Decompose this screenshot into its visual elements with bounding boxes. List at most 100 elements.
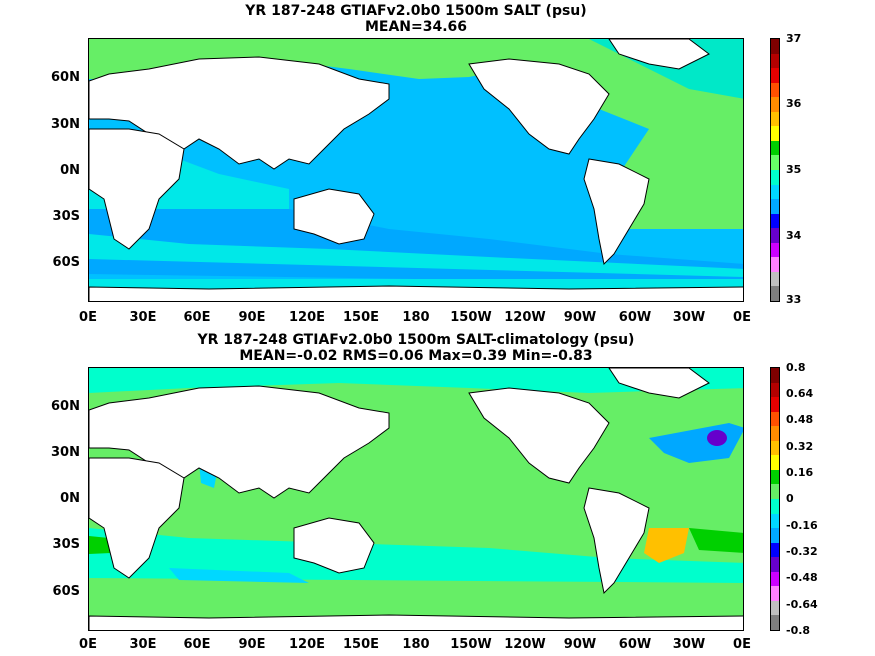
panel2-colorbar-label: 0.48 (786, 413, 814, 426)
panel2-colorbar-label: 0.16 (786, 466, 814, 479)
panel2-xtick: 0E (733, 637, 751, 652)
panel1-xtick: 30E (129, 310, 157, 325)
panel1-colorbar-label: 33 (786, 293, 802, 306)
panel2-xtick: 90W (563, 637, 597, 652)
panel2-africa-pos (89, 536, 111, 554)
panel1-map (88, 38, 744, 302)
panel1-xtick: 150W (450, 310, 492, 325)
colorbar-swatch (771, 155, 779, 170)
panel2-arctic-band (89, 368, 743, 393)
panel1-xtick: 30W (672, 310, 706, 325)
panel2-colorbar-label: 0.8 (786, 361, 806, 374)
panel1-colorbar-label: 36 (786, 97, 802, 110)
panel2-ytick: 30N (51, 445, 80, 460)
panel2-colorbar-label: 0.32 (786, 440, 814, 453)
panel2-colorbar-label: -0.16 (786, 519, 818, 532)
panel2-xtick: 60W (618, 637, 652, 652)
colorbar-swatch (771, 411, 779, 427)
colorbar-swatch (771, 126, 779, 141)
panel1-xtick: 90W (563, 310, 597, 325)
colorbar-swatch (771, 557, 779, 572)
colorbar-swatch (771, 199, 779, 214)
panel1-xtick: 90E (238, 310, 266, 325)
panel2-xtick: 120E (288, 637, 326, 652)
panel2-colorbar-label: -0.48 (786, 571, 818, 584)
panel1-land (89, 39, 743, 301)
colorbar-swatch (771, 82, 779, 98)
panel1-australia (293, 188, 375, 245)
panel1-xtick: 180 (402, 310, 430, 325)
panel2-xtick: 90E (238, 637, 266, 652)
panel2-colorbar-label: -0.64 (786, 598, 818, 611)
colorbar-swatch (771, 615, 779, 630)
colorbar-swatch (771, 382, 779, 398)
panel2-map-svg (89, 368, 743, 630)
panel1-map-svg (89, 39, 743, 301)
colorbar-swatch (771, 571, 779, 587)
panel1-xtick: 150E (342, 310, 380, 325)
colorbar-swatch (771, 286, 779, 301)
colorbar-swatch (771, 484, 779, 499)
panel1-xtick: 60W (618, 310, 652, 325)
colorbar-swatch (771, 53, 779, 69)
panel2-strong-neg (707, 430, 727, 446)
panel2-xtick: 60E (183, 637, 211, 652)
colorbar-swatch (771, 426, 779, 441)
panel2-southern-cyan (89, 528, 743, 583)
panel2-map (88, 367, 744, 631)
colorbar-swatch (771, 271, 779, 287)
panel2-south-america (583, 487, 650, 595)
panel2-ytick: 30S (52, 537, 80, 552)
panel2-positive-green (689, 528, 743, 553)
colorbar-swatch (771, 542, 779, 558)
panel1-xtick: 0E (733, 310, 751, 325)
panel1-africa (89, 128, 185, 250)
panel1-ytick: 60S (52, 255, 80, 270)
colorbar-swatch (771, 68, 779, 83)
panel2-indian-neg (169, 568, 309, 583)
colorbar-swatch (771, 440, 779, 456)
panel1-colorbar (770, 38, 780, 302)
panel2-antarctica (89, 614, 743, 630)
colorbar-swatch (771, 368, 779, 383)
panel1-colorbar-label: 35 (786, 163, 802, 176)
colorbar-swatch (771, 170, 779, 185)
colorbar-swatch (771, 600, 779, 616)
panel2-xtick: 150E (342, 637, 380, 652)
colorbar-swatch (771, 213, 779, 229)
panel2-colorbar (770, 367, 780, 631)
panel1-title-line1: YR 187-248 GTIAFv2.0b0 1500m SALT (psu) (245, 3, 587, 19)
panel2-xtick: 150W (450, 637, 492, 652)
panel2-colorbar-label: 0.64 (786, 387, 814, 400)
panel2-africa (89, 457, 185, 579)
panel1-north-america (468, 58, 610, 155)
panel1-colorbar-label: 34 (786, 229, 802, 242)
panel2-title-line1: YR 187-248 GTIAFv2.0b0 1500m SALT-climat… (197, 332, 635, 348)
panel2-colorbar-label: 0 (786, 492, 794, 505)
panel1-title-line2: MEAN=34.66 (364, 19, 468, 35)
panel1-xtick: 120W (504, 310, 546, 325)
colorbar-swatch (771, 455, 779, 470)
panel1-ytick: 60N (51, 70, 80, 85)
panel2-colorbar-label: -0.32 (786, 545, 818, 558)
panel2-xtick: 30W (672, 637, 706, 652)
colorbar-swatch (771, 242, 779, 258)
colorbar-swatch (771, 184, 779, 200)
panel1-title: YR 187-248 GTIAFv2.0b0 1500m SALT (psu) … (88, 3, 744, 35)
colorbar-swatch (771, 499, 779, 514)
colorbar-swatch (771, 228, 779, 243)
panel2-colorbar-label: -0.8 (786, 624, 811, 637)
colorbar-swatch (771, 397, 779, 412)
panel1-greenland (608, 39, 710, 70)
panel2-north-america (468, 387, 610, 484)
panel1-ytick: 0N (60, 163, 80, 178)
panel1-southern-cyan (89, 234, 743, 277)
panel1-ytick: 30N (51, 117, 80, 132)
colorbar-swatch (771, 111, 779, 127)
colorbar-swatch (771, 469, 779, 485)
colorbar-swatch (771, 257, 779, 272)
panel2-xtick: 0E (79, 637, 97, 652)
panel2-title-line2: MEAN=-0.02 RMS=0.06 Max=0.39 Min=-0.83 (239, 348, 593, 364)
panel2-title: YR 187-248 GTIAFv2.0b0 1500m SALT-climat… (88, 332, 744, 364)
colorbar-swatch (771, 528, 779, 543)
